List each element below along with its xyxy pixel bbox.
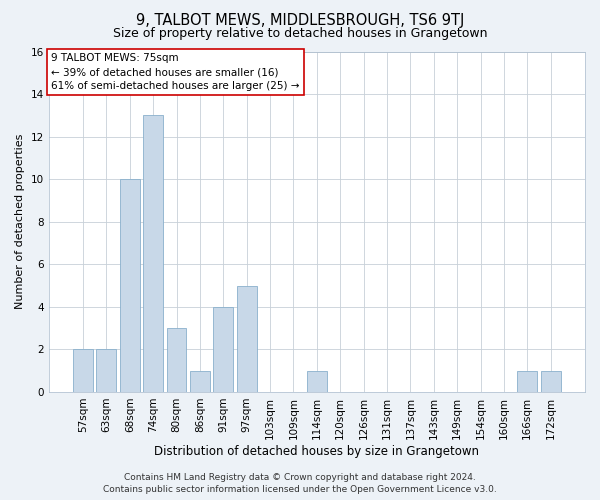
Text: 9, TALBOT MEWS, MIDDLESBROUGH, TS6 9TJ: 9, TALBOT MEWS, MIDDLESBROUGH, TS6 9TJ: [136, 12, 464, 28]
Bar: [73, 350, 93, 392]
Bar: [167, 328, 187, 392]
Bar: [541, 370, 560, 392]
Bar: [517, 370, 537, 392]
Text: Contains HM Land Registry data © Crown copyright and database right 2024.
Contai: Contains HM Land Registry data © Crown c…: [103, 473, 497, 494]
Bar: [237, 286, 257, 392]
Text: 9 TALBOT MEWS: 75sqm
← 39% of detached houses are smaller (16)
61% of semi-detac: 9 TALBOT MEWS: 75sqm ← 39% of detached h…: [52, 53, 300, 91]
Bar: [190, 370, 210, 392]
Text: Size of property relative to detached houses in Grangetown: Size of property relative to detached ho…: [113, 28, 487, 40]
Bar: [97, 350, 116, 392]
Bar: [214, 307, 233, 392]
Bar: [143, 116, 163, 392]
Y-axis label: Number of detached properties: Number of detached properties: [15, 134, 25, 310]
Bar: [307, 370, 327, 392]
Bar: [120, 179, 140, 392]
X-axis label: Distribution of detached houses by size in Grangetown: Distribution of detached houses by size …: [154, 444, 479, 458]
